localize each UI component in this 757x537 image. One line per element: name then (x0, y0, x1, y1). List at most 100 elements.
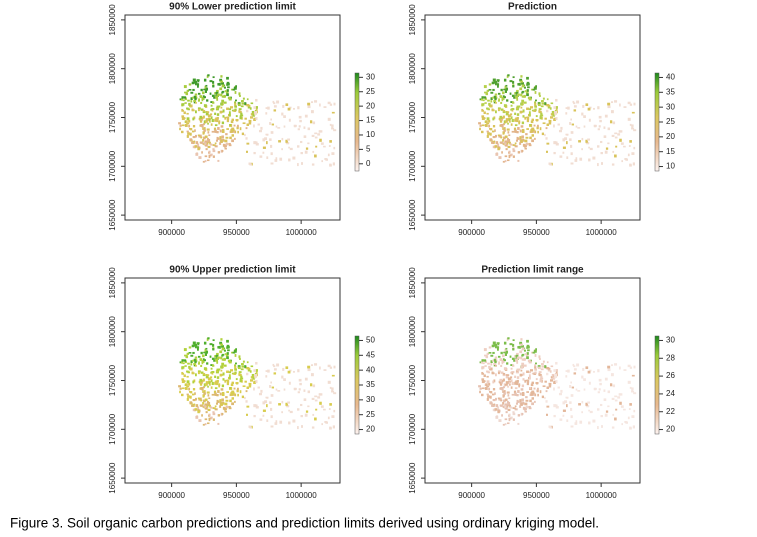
raster-cell (529, 369, 534, 372)
raster-cell (495, 415, 499, 419)
raster-cell (520, 402, 523, 406)
raster-cell (217, 151, 221, 154)
raster-cell (202, 386, 205, 389)
raster-cell (220, 80, 223, 83)
raster-cell (614, 136, 618, 139)
raster-cell (504, 85, 507, 88)
raster-cell (492, 388, 496, 391)
raster-cell (495, 404, 499, 408)
raster-cell (206, 75, 209, 78)
raster-cell (266, 404, 268, 408)
raster-cell (198, 117, 201, 121)
raster-cell (241, 363, 244, 366)
raster-cell (514, 355, 517, 358)
raster-cell (252, 376, 255, 380)
raster-cell (310, 110, 314, 114)
raster-cell (534, 101, 537, 104)
raster-cell (244, 365, 247, 368)
raster-cell (489, 401, 493, 404)
raster-cell (209, 120, 211, 123)
raster-cell (293, 370, 295, 373)
raster-cell (249, 426, 252, 429)
raster-cell (526, 116, 530, 120)
raster-cell (207, 408, 211, 412)
raster-cell (510, 108, 513, 111)
raster-cell (521, 95, 525, 98)
raster-cell (603, 398, 607, 401)
raster-cell (520, 365, 524, 369)
raster-cell (203, 351, 206, 354)
raster-cell (593, 387, 597, 390)
y-tick-label: 1800000 (108, 53, 117, 85)
raster-cell (245, 400, 248, 403)
raster-cell (217, 422, 220, 425)
raster-cell (197, 99, 200, 102)
y-tick-label: 1800000 (108, 316, 117, 348)
raster-cell (229, 136, 232, 140)
raster-cell (569, 138, 572, 141)
raster-cell (314, 154, 317, 158)
raster-cell (631, 152, 635, 155)
raster-cell (305, 410, 309, 413)
panel-title: Prediction (508, 2, 557, 13)
raster-cell (583, 378, 586, 381)
raster-cell (574, 159, 578, 162)
raster-cell (234, 354, 237, 357)
raster-cell (486, 130, 489, 133)
raster-cell (502, 127, 504, 130)
raster-cell (181, 124, 185, 127)
raster-cell (240, 114, 244, 117)
raster-cell (213, 96, 216, 99)
raster-cell (531, 139, 534, 143)
raster-cell (301, 162, 303, 165)
raster-cell (246, 372, 249, 376)
raster-cell (226, 370, 230, 373)
raster-cell (512, 148, 515, 151)
raster-cell (329, 386, 332, 389)
raster-cell (231, 139, 234, 143)
raster-cell (511, 108, 515, 111)
raster-cell (201, 98, 204, 102)
raster-cell (555, 98, 558, 102)
raster-cell (221, 393, 225, 397)
raster-cell (193, 101, 196, 104)
raster-cell (505, 112, 509, 115)
raster-cell (526, 119, 530, 123)
raster-cell (219, 392, 222, 396)
raster-cell (232, 131, 236, 133)
raster-cell (541, 379, 543, 383)
raster-cell (192, 88, 195, 91)
raster-cell (511, 118, 514, 123)
raster-cell (181, 380, 185, 384)
raster-cell (202, 127, 204, 130)
raster-cell (188, 382, 191, 386)
raster-cell (540, 368, 544, 371)
y-tick-label: 1850000 (408, 267, 417, 299)
raster-cell (300, 415, 303, 418)
raster-cell (317, 396, 321, 399)
raster-cell (223, 101, 227, 104)
raster-cell (191, 81, 195, 85)
raster-cell (542, 122, 546, 125)
raster-cell (225, 353, 229, 357)
raster-cell (285, 103, 289, 107)
raster-cell (508, 417, 511, 420)
raster-cell (186, 375, 189, 378)
raster-cell (494, 129, 496, 132)
raster-cell (208, 397, 211, 400)
raster-cell (491, 404, 494, 407)
raster-cell (496, 342, 500, 345)
colorbar-label: 28 (666, 353, 675, 362)
raster-cell (227, 96, 231, 100)
colorbar-label: 25 (366, 87, 375, 96)
raster-cell (193, 116, 196, 120)
x-tick-label: 1000000 (586, 228, 618, 237)
raster-cell (270, 152, 273, 156)
raster-cell (578, 403, 582, 406)
raster-cell (226, 346, 229, 349)
raster-cell (289, 106, 292, 109)
raster-cell (221, 398, 224, 402)
raster-cell (604, 114, 608, 118)
raster-cell (526, 356, 529, 360)
